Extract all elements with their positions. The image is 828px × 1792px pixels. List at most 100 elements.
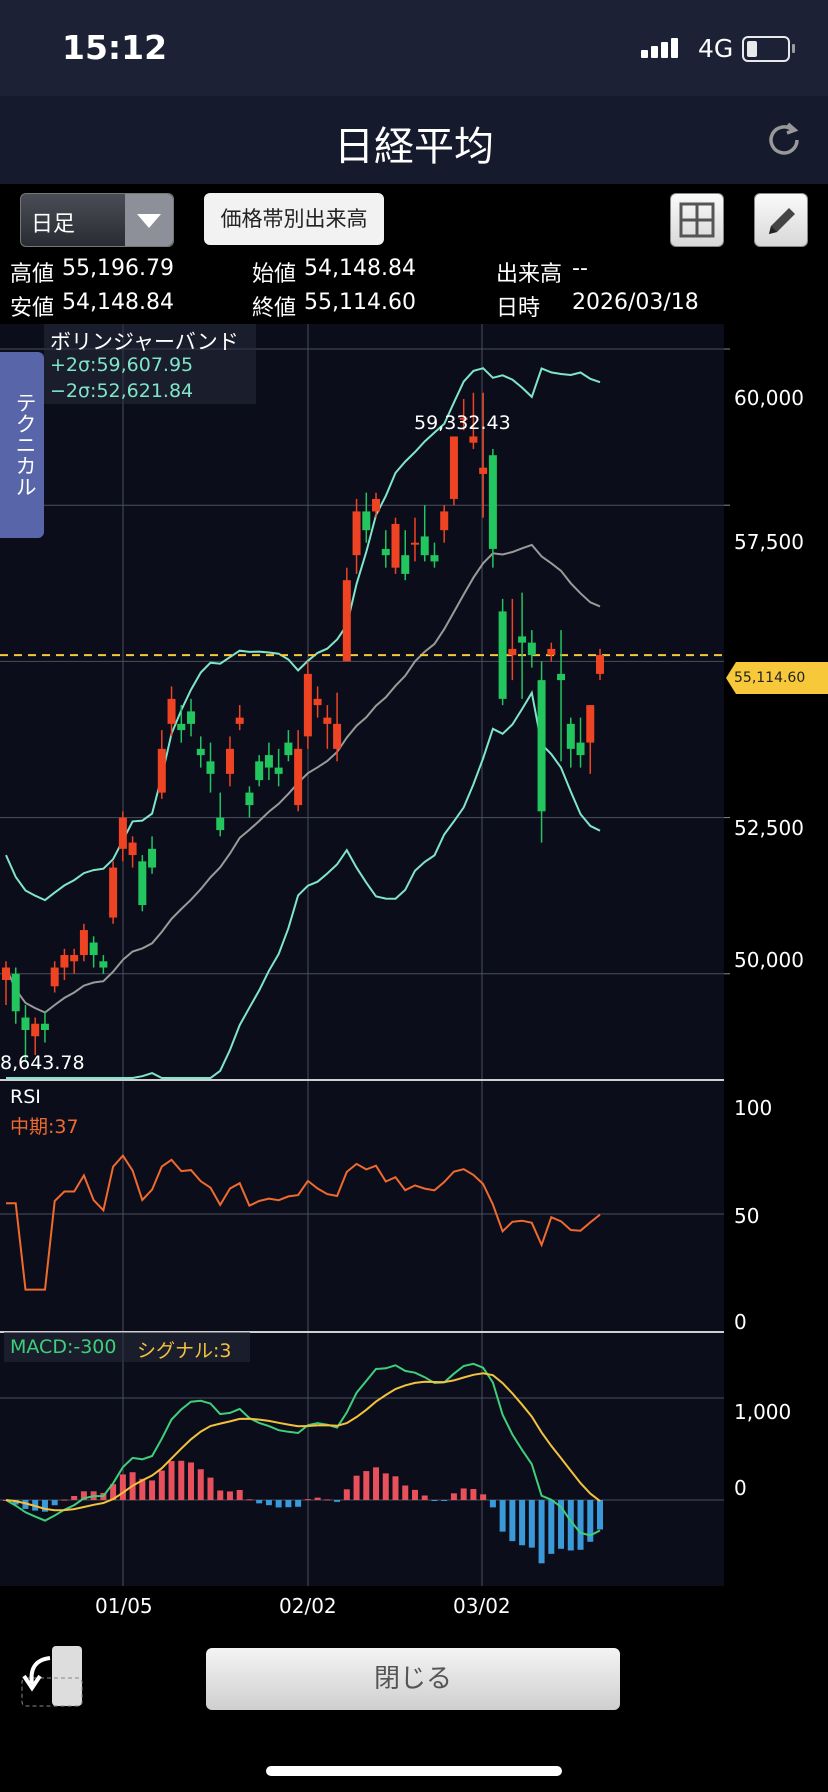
candle-body: [50, 967, 59, 987]
macd-histogram-bar: [392, 1476, 399, 1500]
macd-histogram-bar: [597, 1500, 603, 1530]
candle-body: [284, 742, 293, 756]
bollinger-upper: +2σ:59,607.95: [50, 354, 194, 376]
candle-body: [391, 523, 400, 568]
period-select[interactable]: 日足: [20, 193, 174, 247]
macd-histogram-bar: [343, 1489, 350, 1500]
volume-value: --: [572, 256, 588, 281]
macd-histogram-bar: [197, 1469, 204, 1500]
macd-histogram-bar: [587, 1500, 594, 1542]
macd-histogram-bar: [489, 1500, 496, 1508]
chevron-down-icon: [125, 194, 173, 246]
network-label: 4G: [698, 34, 734, 63]
rsi-tick: 50: [734, 1204, 760, 1228]
candle-body: [372, 498, 381, 512]
signal-icon: [638, 38, 678, 58]
candle-body: [89, 942, 98, 956]
technical-tab[interactable]: テクニカル: [0, 352, 44, 538]
candle-body: [498, 611, 507, 699]
macd-histogram-bar: [110, 1484, 117, 1500]
candle-body: [537, 680, 546, 812]
period-select-label: 日足: [31, 212, 76, 237]
x-tick: 03/02: [453, 1594, 511, 1618]
macd-histogram-bar: [168, 1461, 175, 1500]
refresh-icon[interactable]: [762, 118, 806, 162]
candle-body: [99, 961, 108, 968]
macd-histogram-bar: [51, 1500, 58, 1506]
macd-histogram-bar: [567, 1500, 574, 1551]
signal-line: [5, 1372, 601, 1512]
pencil-icon: [769, 208, 795, 234]
candle-body: [21, 1017, 30, 1031]
macd-histogram-bar: [324, 1499, 331, 1501]
macd-histogram-bar: [158, 1470, 165, 1500]
rsi-tick: 0: [734, 1310, 747, 1334]
candle-body: [323, 717, 332, 724]
macd-histogram-bar: [382, 1473, 389, 1500]
candle-body: [177, 723, 186, 731]
macd-histogram-bar: [304, 1499, 311, 1501]
candle-body: [430, 555, 439, 562]
macd-histogram-bar: [538, 1500, 545, 1564]
chart-canvas: [0, 324, 828, 1586]
rotate-screen-button[interactable]: [20, 1644, 84, 1708]
macd-histogram-bar: [265, 1500, 272, 1506]
candle-body: [148, 848, 157, 868]
y-tick: 60,000: [734, 386, 804, 410]
macd-histogram-bar: [12, 1500, 19, 1505]
high-label: 高値: [10, 262, 55, 287]
macd-histogram-bar: [314, 1497, 321, 1500]
macd-histogram-bar: [139, 1478, 146, 1500]
candle-body: [255, 761, 264, 781]
macd-histogram-bar: [460, 1488, 467, 1500]
candle-body: [11, 973, 20, 1012]
layout-grid-button[interactable]: [670, 193, 724, 247]
macd-line: [5, 1362, 601, 1537]
rsi-mid-label: 中期:37: [10, 1116, 79, 1138]
candle-body: [401, 555, 410, 574]
macd-histogram-bar: [236, 1490, 243, 1500]
close-button[interactable]: 閉じる: [206, 1648, 620, 1710]
candle-body: [557, 673, 566, 681]
chart-area[interactable]: [0, 324, 828, 1586]
candle-body: [596, 655, 604, 674]
close-value: 55,114.60: [304, 290, 416, 315]
macd-label: MACD:-300: [10, 1336, 117, 1358]
macd-histogram-bar: [499, 1500, 506, 1532]
candle-body: [138, 861, 147, 906]
home-indicator: [266, 1766, 562, 1776]
volume-label: 出来高: [496, 262, 563, 287]
rsi-line: [6, 1153, 601, 1291]
macd-histogram-bar: [256, 1500, 263, 1504]
candle-body: [586, 705, 595, 743]
candle-body: [79, 930, 88, 956]
macd-histogram-bar: [480, 1494, 487, 1500]
candle-body: [313, 698, 322, 706]
macd-signal-label: シグナル:3: [137, 1340, 232, 1362]
macd-tick: 1,000: [734, 1400, 792, 1424]
macd-histogram-bar: [519, 1500, 526, 1546]
candle-body: [342, 580, 351, 662]
candle-body: [469, 436, 478, 443]
grid-icon: [679, 202, 715, 238]
legend-box: [44, 324, 256, 404]
current-price-tag: 55,114.60: [726, 662, 828, 694]
status-time: 15:12: [62, 28, 168, 67]
candle-body: [235, 717, 244, 724]
open-value: 54,148.84: [304, 256, 416, 281]
macd-histogram-bar: [119, 1474, 126, 1500]
candle-body: [167, 698, 176, 724]
bollinger-lower: −2σ:52,621.84: [50, 380, 194, 402]
moving-average-line: [5, 543, 601, 1014]
draw-button[interactable]: [754, 193, 808, 247]
candle-body: [566, 723, 575, 749]
rotate-icon: [21, 1646, 83, 1707]
macd-histogram-bar: [80, 1491, 87, 1500]
candle-body: [508, 648, 517, 656]
candle-body: [410, 542, 419, 545]
open-label: 始値: [252, 262, 297, 287]
volume-profile-button[interactable]: 価格帯別出来高: [204, 193, 384, 245]
macd-histogram-bar: [421, 1495, 428, 1500]
candle-body: [206, 761, 215, 774]
candle-body: [488, 455, 497, 549]
